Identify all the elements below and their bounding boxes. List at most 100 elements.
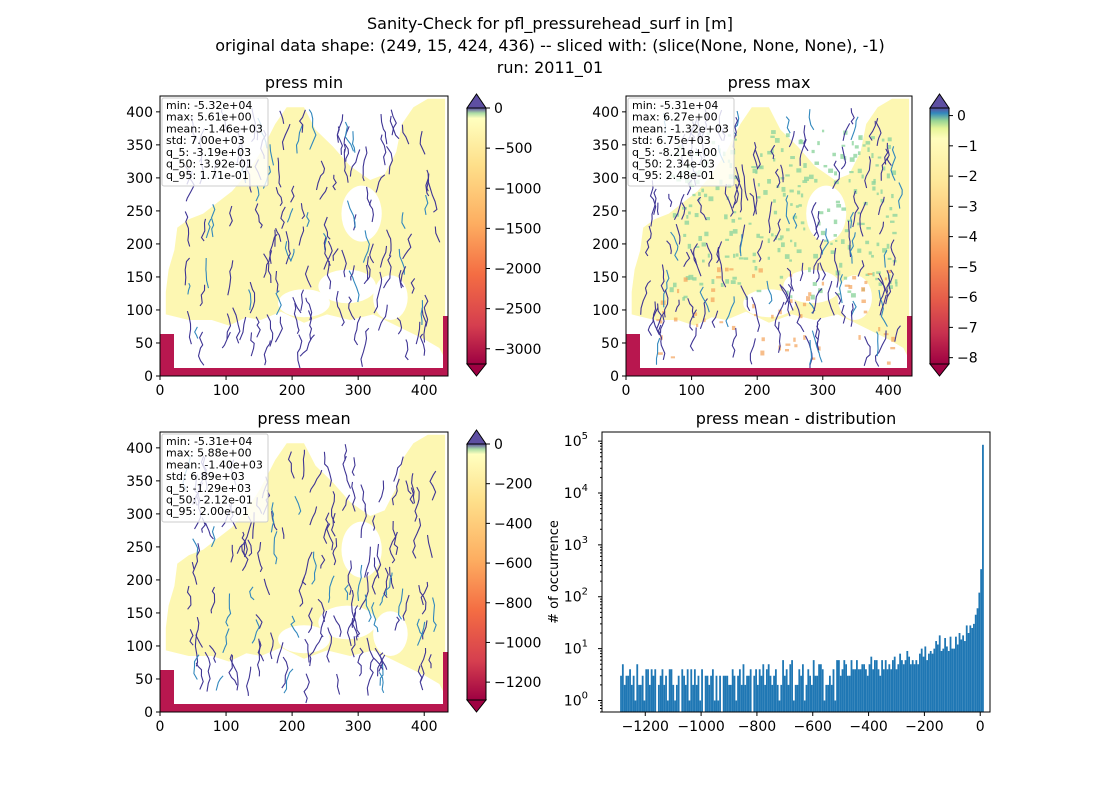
wet-cell: [823, 164, 828, 168]
river-line: [396, 317, 403, 335]
river-line: [347, 560, 352, 596]
x-tick-label: 400: [411, 383, 438, 399]
axes-frame: [625, 95, 913, 377]
river-line: [351, 589, 356, 628]
y-tick-base: 10: [564, 538, 582, 554]
histogram-bar: [893, 656, 896, 712]
histogram-bar: [791, 660, 793, 712]
dry-cell: [710, 297, 715, 303]
wet-cell: [820, 230, 826, 236]
stats-line: max: 6.27e+00: [632, 111, 718, 124]
river-line: [257, 640, 265, 662]
wet-cell: [688, 211, 691, 215]
wet-cell: [875, 277, 878, 281]
wet-cell: [857, 151, 861, 155]
y-tick-label: 150: [126, 606, 153, 622]
histogram-bar: [971, 627, 974, 712]
dry-cell: [863, 310, 868, 314]
histogram-bar: [657, 684, 660, 712]
histogram-bar: [901, 660, 903, 712]
y-tick-label: 300: [126, 507, 153, 523]
river-line: [300, 289, 305, 311]
stats-line: max: 5.88e+00: [166, 447, 252, 460]
wet-cell: [818, 290, 823, 294]
wet-cell: [790, 239, 793, 243]
river-line: [323, 451, 332, 487]
river-line: [815, 263, 820, 283]
river-line: [876, 331, 879, 357]
river-line: [290, 185, 295, 203]
river-line: [221, 331, 231, 349]
stats-line: std: 6.89e+03: [166, 470, 245, 483]
river-line: [819, 262, 827, 281]
histogram-bar: [749, 669, 752, 712]
histogram-bar: [902, 664, 905, 712]
river-line: [227, 260, 234, 296]
wet-cell: [876, 192, 879, 196]
dry-cell: [659, 320, 663, 324]
river-line: [841, 304, 846, 324]
river-line: [421, 307, 427, 343]
histogram-bar: [879, 675, 882, 712]
wet-cell: [767, 256, 770, 260]
river-line: [189, 629, 194, 646]
heatmap-panel-1: press min 0 100 200 300 400 0 50 100 150 200 250 300…: [126, 73, 541, 399]
histogram-bar: [774, 669, 777, 712]
river-line: [309, 635, 323, 667]
wet-cell: [698, 192, 701, 196]
wet-cell: [687, 243, 692, 249]
y-tick-label: 100: [564, 690, 588, 709]
panel-title: press mean: [257, 409, 350, 428]
wet-cell: [748, 222, 752, 225]
y-tick-label: 350: [126, 138, 153, 154]
river-line: [269, 233, 278, 264]
wet-cell: [733, 253, 736, 258]
wet-cell: [872, 272, 875, 277]
stats-line: min: -5.31e+04: [632, 99, 718, 112]
histogram-bar: [782, 660, 784, 712]
y-tick-label: 50: [135, 336, 153, 352]
river-line: [424, 194, 429, 215]
wet-cell: [743, 257, 749, 260]
wet-cell: [857, 248, 862, 253]
river-line: [383, 255, 392, 289]
river-line: [348, 270, 360, 303]
river-line: [210, 204, 216, 238]
wet-cell: [877, 156, 882, 159]
river-line: [269, 632, 274, 660]
wet-cell: [759, 165, 764, 170]
river-line: [699, 286, 710, 313]
histogram-bar: [645, 669, 648, 712]
wet-cell: [853, 153, 858, 158]
river-line: [898, 182, 903, 209]
river-line: [808, 109, 815, 131]
river-line: [697, 196, 707, 221]
river-line: [364, 594, 372, 623]
river-line: [834, 247, 839, 288]
histogram-bar: [856, 660, 858, 712]
river-line: [186, 310, 192, 345]
river-line: [332, 538, 338, 566]
colorbar-tick-label: −4: [957, 230, 978, 246]
histogram-bar: [852, 669, 855, 712]
river-line: [279, 110, 285, 124]
dry-cell: [852, 275, 857, 280]
histogram-bar: [632, 675, 635, 712]
river-line: [752, 142, 759, 170]
river-line: [425, 178, 430, 197]
river-line: [414, 486, 420, 522]
wet-cell: [759, 236, 764, 239]
histogram-bar: [904, 660, 907, 712]
river-line: [351, 481, 356, 512]
stats-background: [161, 433, 269, 523]
x-tick-label: 100: [213, 719, 240, 735]
boundary-block: [626, 334, 640, 376]
histogram-bar: [944, 638, 947, 712]
river-line: [393, 456, 404, 482]
wet-cell: [757, 196, 761, 199]
river-line: [263, 578, 271, 596]
wet-cell: [892, 231, 897, 235]
river-line: [741, 164, 749, 201]
wet-cell: [715, 185, 720, 191]
wet-cell: [827, 208, 831, 212]
